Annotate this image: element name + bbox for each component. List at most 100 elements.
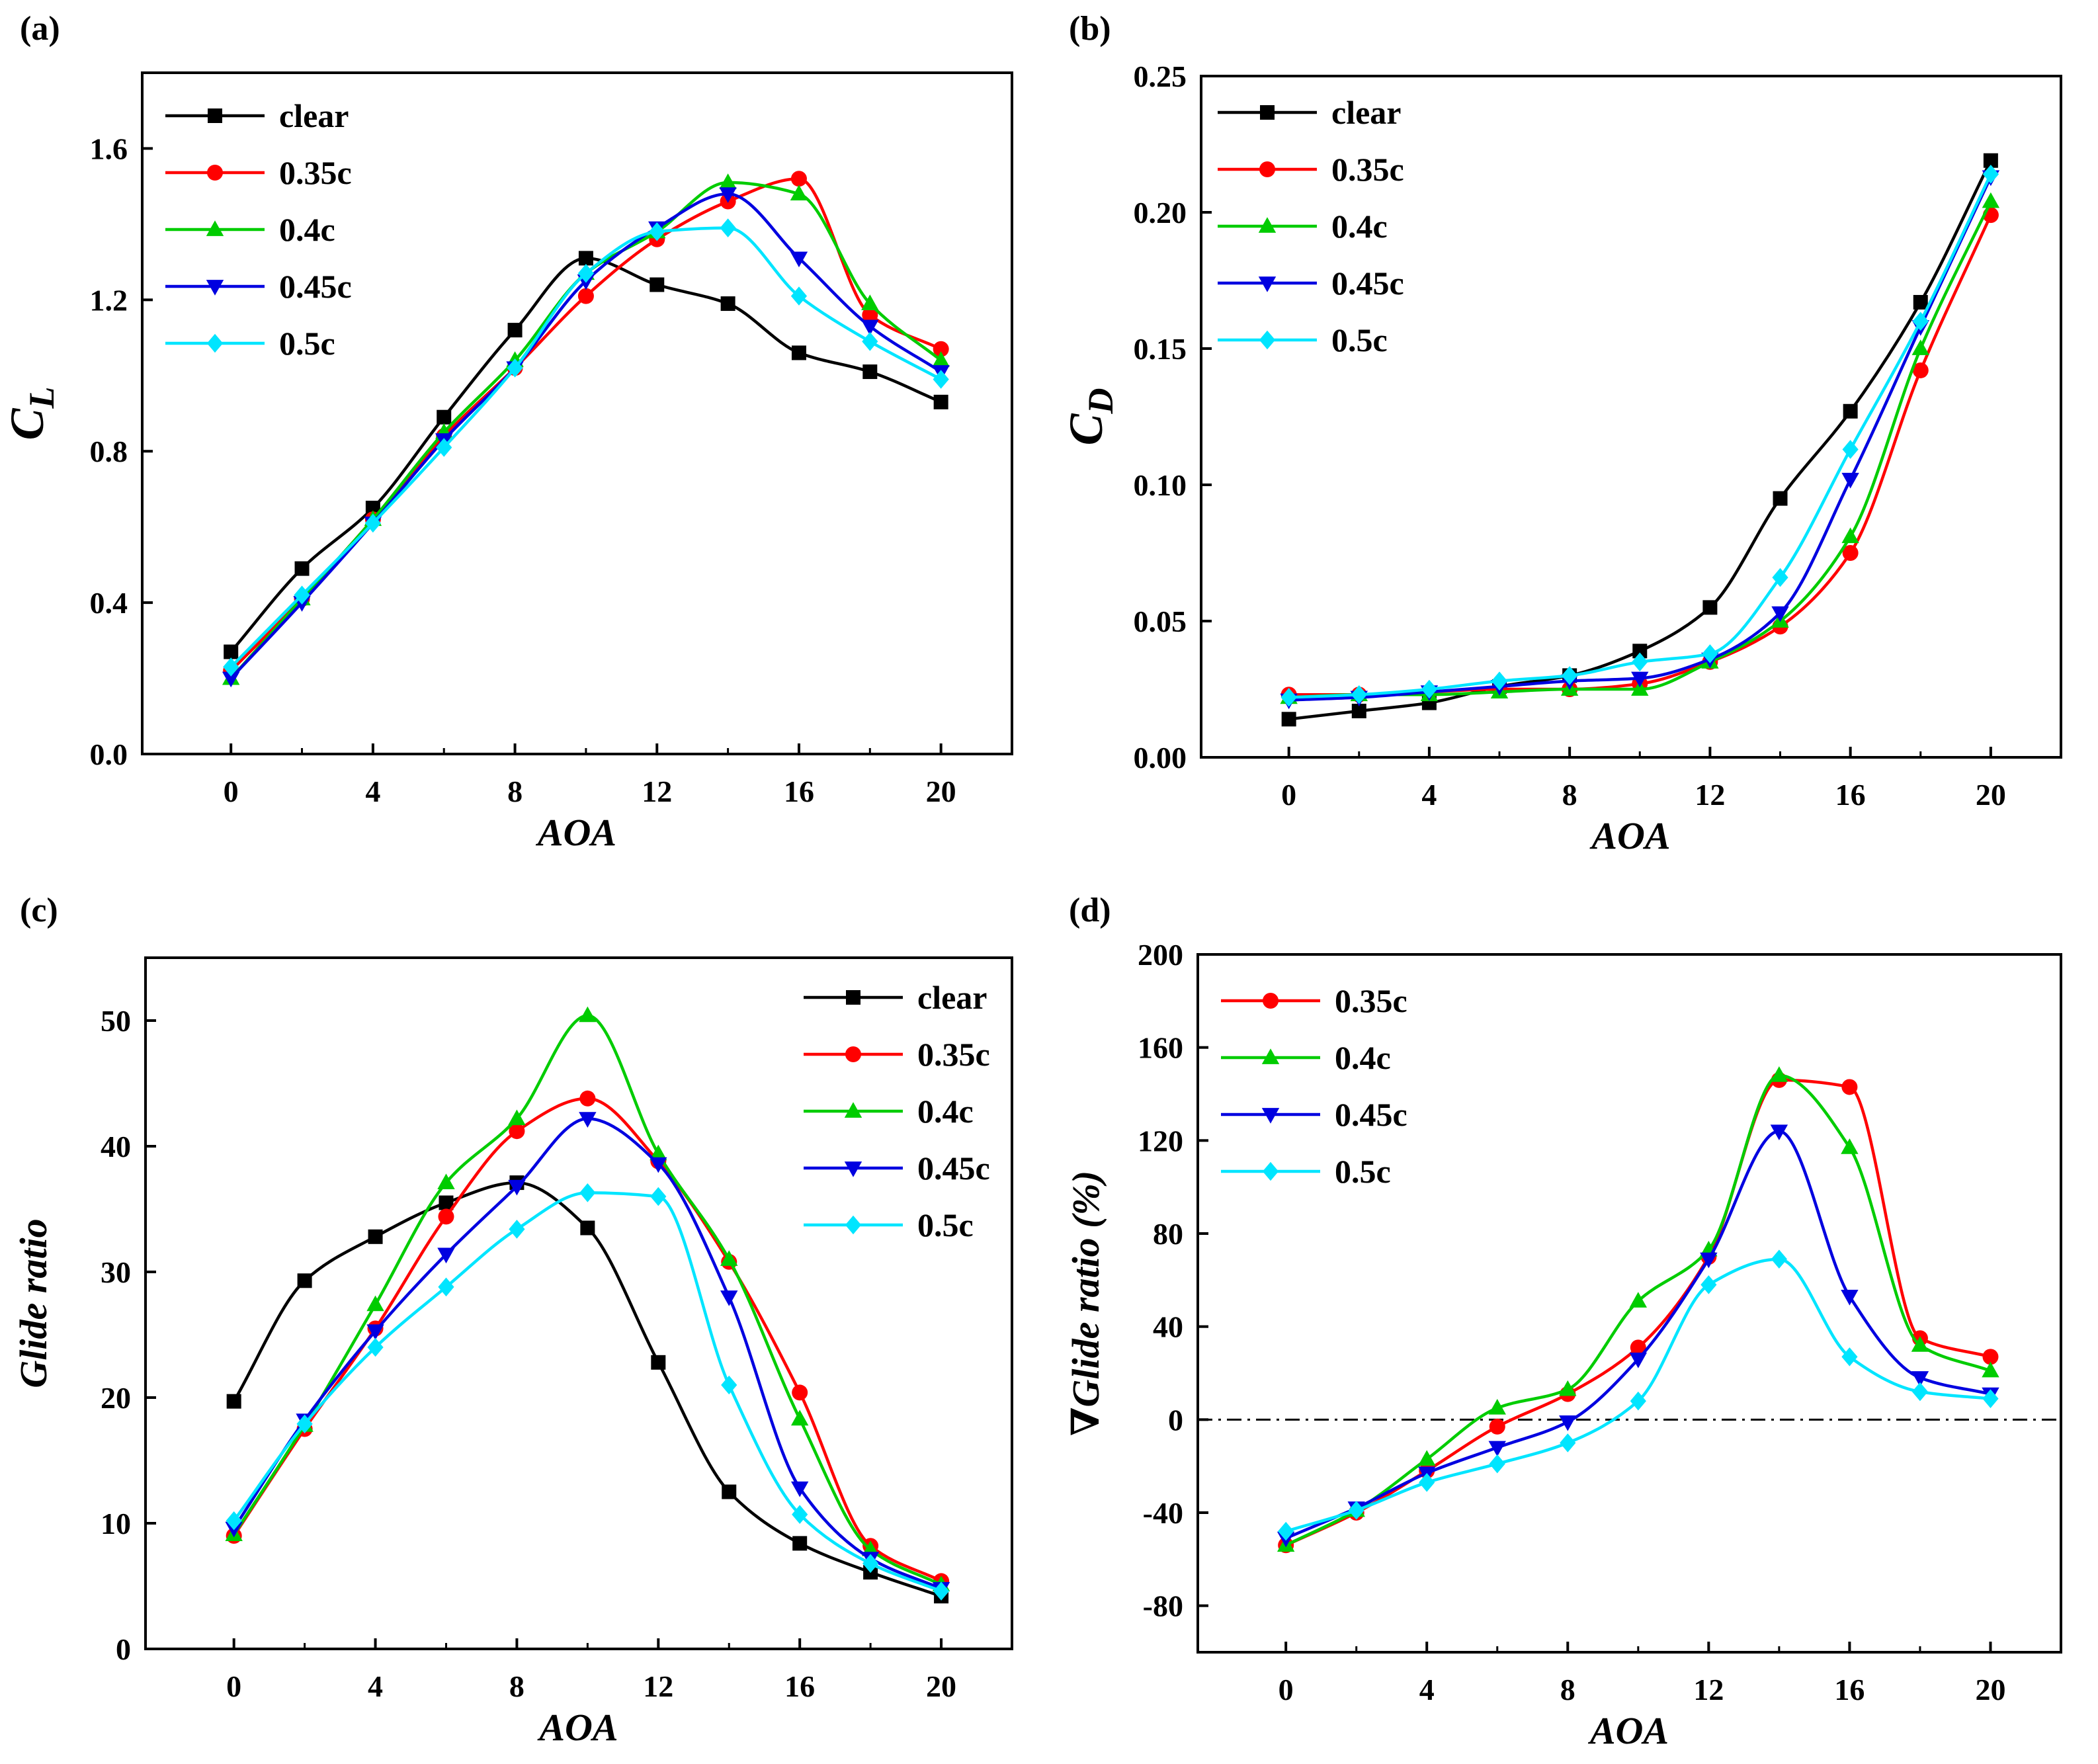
y-tick-label: 1.2 [90, 283, 128, 317]
series-line [1288, 176, 1992, 702]
series-0.35c [226, 1090, 950, 1589]
x-tick-label: 16 [1835, 778, 1866, 812]
data-point [1559, 1380, 1577, 1396]
x-tick-label: 8 [1560, 1673, 1575, 1706]
legend-item: 0.5c [1218, 321, 1388, 358]
data-point [437, 409, 452, 425]
y-tick-label: -40 [1143, 1496, 1183, 1530]
y-tick-label: 50 [101, 1004, 131, 1038]
y-axis-title: ∇Glide ratio (%) [1064, 1171, 1107, 1436]
data-point [719, 173, 737, 189]
legend-label: clear [279, 97, 349, 134]
data-point [1773, 491, 1788, 506]
plot-frame [144, 956, 1013, 1650]
legend-swatch-marker [208, 108, 222, 123]
series-0.4c [1277, 1066, 1999, 1552]
data-point [1631, 671, 1649, 688]
x-tick-label: 16 [784, 1669, 815, 1703]
legend-item: 0.5c [165, 325, 335, 362]
y-tick-label: -80 [1143, 1589, 1183, 1623]
x-tick-label: 16 [784, 775, 814, 808]
legend-swatch-marker [844, 1161, 862, 1177]
y-tick-label: 80 [1153, 1217, 1183, 1251]
data-point [1841, 1138, 1859, 1154]
legend-item: 0.35c [804, 1036, 990, 1073]
plot-frame [141, 71, 1013, 755]
data-point [1842, 440, 1859, 459]
chart-b: (b) 0 4 8 12 16 20 0.00 0.05 0.10 0.15 0.20 0.25 AOA C… [1060, 10, 2062, 857]
data-point [1488, 1441, 1506, 1457]
x-tick-label: 4 [1421, 778, 1437, 812]
data-point [1491, 671, 1508, 691]
data-point [1419, 1472, 1435, 1492]
x-axis-title: AOA [536, 811, 616, 854]
legend-item: clear [1218, 94, 1401, 131]
x-tick-label: 0 [1279, 1673, 1294, 1706]
y-tick-label: 0.4 [90, 586, 128, 620]
legend-label: clear [1331, 94, 1401, 131]
panel-label: (a) [20, 10, 60, 48]
data-point [1771, 1249, 1787, 1269]
y-tick-label: 30 [101, 1255, 131, 1289]
series-clear [1281, 153, 1998, 727]
x-tick-label: 12 [643, 1669, 673, 1703]
legend-swatch-marker [845, 1215, 862, 1235]
data-point [368, 1229, 383, 1244]
series-line [1288, 173, 1992, 699]
y-tick-label: 200 [1138, 938, 1183, 972]
data-point [579, 1006, 597, 1023]
x-tick-label: 4 [1419, 1673, 1435, 1706]
legend-swatch-marker [844, 1102, 862, 1118]
legend-label: 0.35c [279, 154, 352, 191]
panel-b: (b) 0 4 8 12 16 20 0.00 0.05 0.10 0.15 0.20 0.25 AOA C… [1049, 0, 2098, 882]
data-point [1562, 666, 1578, 685]
y-tick-label: 20 [101, 1381, 131, 1415]
data-point [297, 1273, 312, 1288]
data-point [366, 1295, 384, 1312]
chart-c: (c) 0 4 8 12 16 20 0 10 20 30 40 50 AOA Glide ratio cle… [12, 892, 1013, 1749]
data-point [437, 1247, 455, 1264]
legend-item: 0.5c [1221, 1153, 1391, 1190]
x-tick-label: 0 [1281, 778, 1296, 812]
chart-d: (d) 0 4 8 12 16 20 -80 -40 0 40 80 120 160 200 AOA ∇Glid… [1064, 892, 2062, 1752]
x-tick-label: 20 [926, 1669, 956, 1703]
data-point [438, 1208, 454, 1225]
y-tick-label: 0.00 [1134, 741, 1187, 775]
data-point [580, 1220, 595, 1236]
legend-swatch-marker [1258, 217, 1277, 233]
data-point [1630, 1339, 1646, 1356]
legend-swatch-marker [1258, 276, 1277, 292]
x-tick-label: 4 [368, 1669, 383, 1703]
data-point [1911, 1382, 1929, 1402]
series-line [1285, 1257, 1991, 1533]
data-point [1632, 652, 1648, 672]
data-point [1843, 403, 1858, 419]
series-line [230, 192, 942, 680]
y-tick-label: 0.20 [1134, 196, 1187, 230]
legend: clear 0.35c 0.4c 0.45c 0.5c [165, 97, 352, 362]
panel-label: (b) [1069, 10, 1111, 48]
data-point [1770, 1124, 1788, 1141]
data-point [1841, 527, 1859, 544]
data-point [1772, 567, 1788, 587]
legend-label: 0.4c [1331, 208, 1388, 245]
legend-item: 0.4c [165, 211, 335, 248]
legend-label: 0.5c [1335, 1153, 1391, 1190]
data-point [790, 1481, 809, 1497]
data-point [1702, 600, 1718, 615]
data-point [1771, 606, 1789, 622]
data-point [1629, 1353, 1648, 1368]
legend-label: 0.5c [279, 325, 335, 362]
data-point [222, 671, 240, 688]
data-point [579, 1183, 596, 1202]
data-point [1912, 362, 1929, 378]
y-axis-title: CL [1, 386, 62, 440]
data-point [1770, 1066, 1788, 1082]
chart-a: (a) 0 4 8 12 16 20 0.0 0.4 0.8 1.2 1.6 AOA CL clear 0.3… [1, 10, 1013, 854]
data-point [367, 1337, 384, 1357]
data-point [790, 286, 808, 306]
data-point [1351, 685, 1367, 704]
x-axis-title: AOA [1589, 814, 1670, 857]
data-point [722, 1484, 737, 1499]
